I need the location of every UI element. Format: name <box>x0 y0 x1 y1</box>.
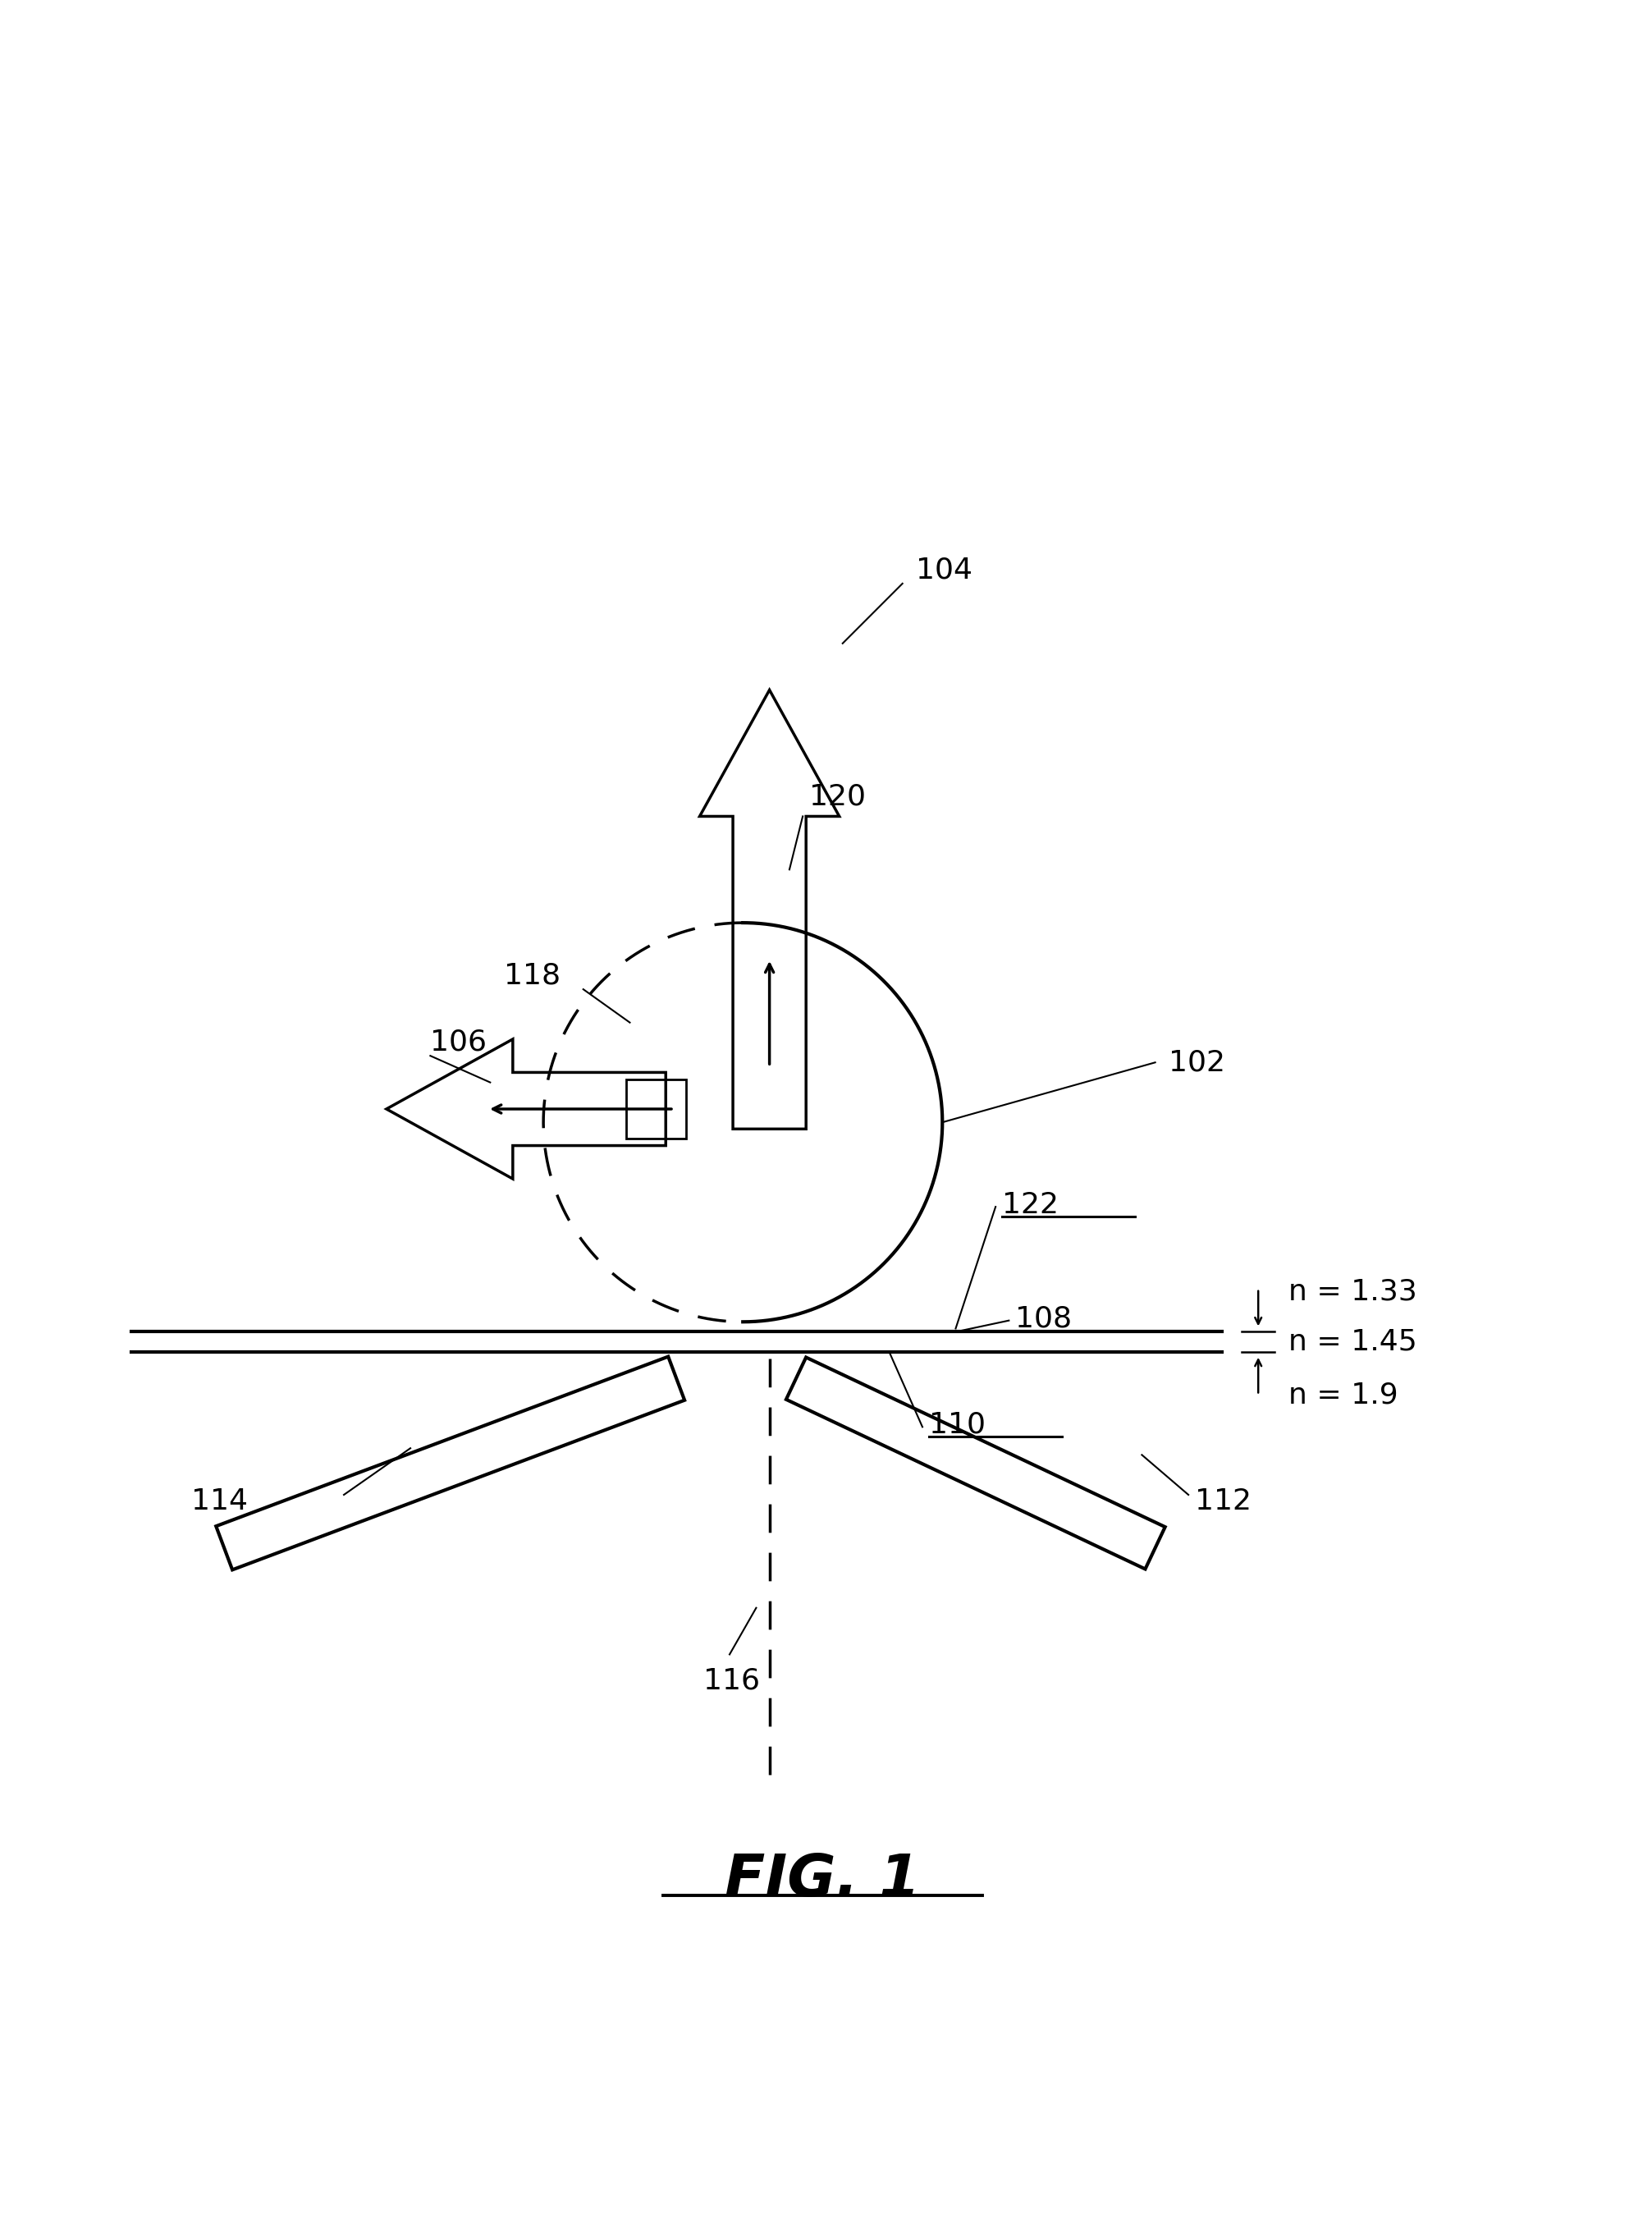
Text: 116: 116 <box>704 1668 760 1695</box>
Text: 104: 104 <box>915 557 973 583</box>
Text: n = 1.45: n = 1.45 <box>1289 1329 1417 1355</box>
Text: 106: 106 <box>430 1029 487 1056</box>
Text: n = 1.9: n = 1.9 <box>1289 1382 1398 1408</box>
Bar <box>626 1080 686 1138</box>
Text: 110: 110 <box>928 1411 986 1439</box>
Text: 112: 112 <box>1194 1488 1252 1515</box>
Text: 122: 122 <box>1003 1191 1059 1220</box>
Text: 102: 102 <box>1168 1049 1226 1076</box>
Text: 120: 120 <box>809 783 866 810</box>
Text: 118: 118 <box>504 963 560 989</box>
Text: n = 1.33: n = 1.33 <box>1289 1278 1417 1306</box>
Text: FIG. 1: FIG. 1 <box>725 1852 920 1910</box>
Text: 108: 108 <box>1016 1304 1072 1333</box>
Text: 114: 114 <box>192 1488 248 1515</box>
